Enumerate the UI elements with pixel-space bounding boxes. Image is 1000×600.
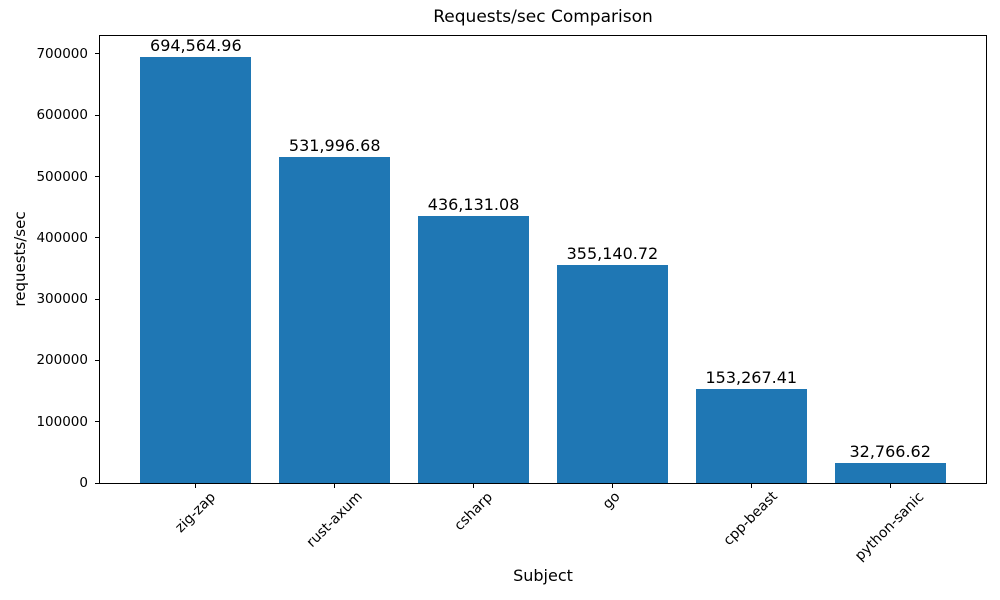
- x-tick-label: zig-zap: [172, 488, 219, 536]
- bar: [279, 156, 391, 483]
- bar: [556, 265, 668, 483]
- bar-value-label: 355,140.72: [566, 244, 659, 264]
- x-tick-mark: [195, 484, 197, 488]
- y-tick-label: 0: [79, 475, 88, 491]
- x-tick-mark: [334, 484, 336, 488]
- y-tick-mark: [95, 114, 99, 116]
- y-tick-label: 500000: [36, 168, 88, 185]
- y-tick-label: 600000: [36, 107, 88, 124]
- x-tick-label: python-sanic: [852, 488, 928, 565]
- y-tick-mark: [95, 53, 99, 55]
- x-axis-label: Subject: [513, 566, 573, 585]
- bar-value-label: 436,131.08: [427, 194, 520, 214]
- bar-value-label: 694,564.96: [150, 36, 242, 56]
- x-tick-label: csharp: [450, 488, 496, 534]
- x-tick-mark: [750, 484, 752, 488]
- x-tick-mark: [889, 484, 891, 488]
- x-tick-mark: [611, 484, 613, 488]
- chart-title: Requests/sec Comparison: [433, 7, 653, 27]
- y-tick-mark: [95, 421, 99, 423]
- bar-value-label: 531,996.68: [288, 135, 381, 155]
- bar: [834, 462, 946, 483]
- y-tick-mark: [95, 237, 99, 239]
- y-tick-label: 300000: [36, 291, 88, 308]
- bar: [140, 57, 252, 483]
- y-tick-mark: [95, 298, 99, 300]
- bar-value-label: 153,267.41: [705, 368, 798, 388]
- x-tick-label: cpp-beast: [720, 488, 782, 550]
- y-tick-mark: [95, 482, 99, 484]
- x-tick-mark: [473, 484, 475, 488]
- x-tick-label: go: [600, 488, 624, 513]
- bar-value-label: 32,766.62: [849, 441, 931, 461]
- y-tick-mark: [95, 176, 99, 178]
- y-tick-label: 700000: [36, 45, 88, 62]
- plot-area: 0 100000 200000 300000 400000 500000 600000 700…: [36, 35, 987, 564]
- bar: [695, 389, 807, 483]
- y-tick-label: 100000: [36, 413, 88, 430]
- y-tick-mark: [95, 359, 99, 361]
- y-tick-label: 400000: [36, 229, 88, 246]
- y-tick-label: 200000: [36, 352, 88, 369]
- bar: [418, 215, 530, 483]
- x-tick-label: rust-axum: [303, 489, 366, 552]
